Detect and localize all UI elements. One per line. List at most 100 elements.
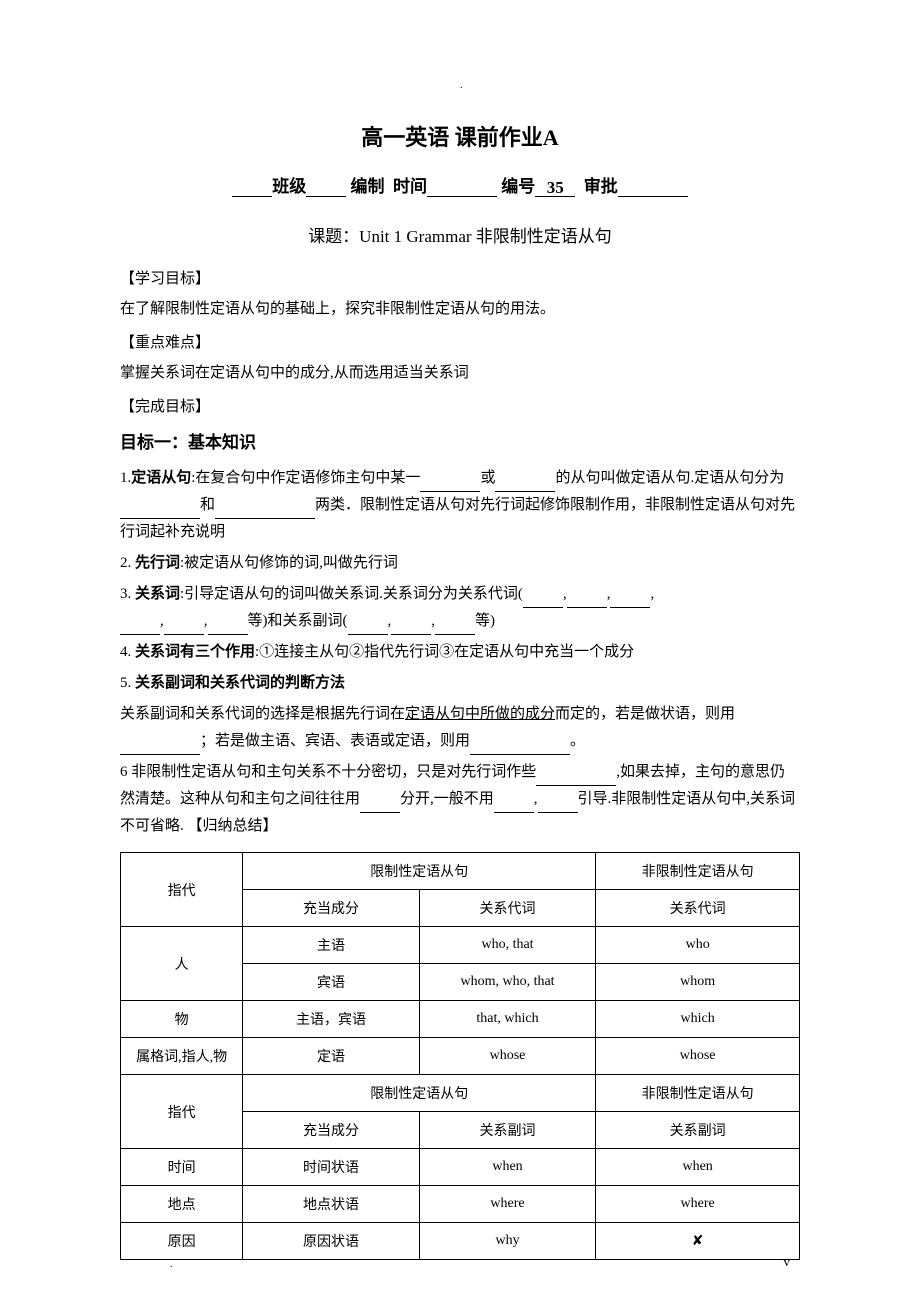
number-value: 35 [535,178,575,197]
goal-label: 【完成目标】 [120,395,800,416]
table-cell: 物 [121,1001,243,1038]
table-cell: 充当成分 [243,1112,420,1149]
table-cell: 关系副词 [419,1112,596,1149]
table-cell: 地点状语 [243,1186,420,1223]
table-row: 原因 原因状语 why ✘ [121,1223,800,1260]
header-dot: . [460,80,463,91]
p1-a: 1. [120,470,131,486]
table-cell: 关系代词 [419,890,596,927]
p3-e: 等) [475,613,495,629]
table-cell: 限制性定语从句 [243,1075,596,1112]
p3: 3. 关系词:引导定语从句的词叫做关系词.关系词分为关系代词(,,, ,,等)和… [120,581,800,635]
blank-3i [435,619,475,635]
table-cell: whom [596,964,800,1001]
p4-bold: 关系词有三个作用 [135,644,255,660]
blank-3g [348,619,388,635]
table-cell: whose [596,1038,800,1075]
p5-bold: 关系副词和关系代词的判断方法 [135,675,345,691]
page: . 高一英语 课前作业A 班级 编制 时间 编号 35 审批 课题：Unit 1 … [0,0,920,1302]
table-cell: 指代 [121,1075,243,1149]
table-row: 属格词,指人,物 定语 whose whose [121,1038,800,1075]
table-cell: where [596,1186,800,1223]
p5-l2b: 而定的，若是做状语，则用 [555,706,735,722]
class-label: 班级 [272,177,306,196]
p1: 1.定语从句:在复合句中作定语修饰主句中某一或的从句叫做定语从句.定语从句分为和… [120,465,800,546]
blank-1c [120,503,200,519]
table-cell: who [596,927,800,964]
blank-approve [618,178,688,197]
blank-time [427,178,497,197]
number-label: 编号 [501,177,535,196]
target1-heading: 目标一：基本知识 [120,428,800,453]
p2: 2. 先行词:被定语从句修饰的词,叫做先行词 [120,550,800,577]
table-cell: 时间状语 [243,1149,420,1186]
table-cell: 充当成分 [243,890,420,927]
p1-bold: 定语从句 [131,470,191,486]
blank-3d [120,619,160,635]
compile-label: 编制 [351,177,385,196]
blank-6b [360,797,400,813]
table-cell: 地点 [121,1186,243,1223]
table-cell: 主语 [243,927,420,964]
footer-dot: . [170,1259,173,1270]
blank-3b [567,592,607,608]
table-cell: 限制性定语从句 [243,853,596,890]
keypoint-label: 【重点难点】 [120,331,800,352]
table-cell: 非限制性定语从句 [596,1075,800,1112]
table-cell: why [419,1223,596,1260]
blank-6d [538,797,578,813]
p5-l2u: 定语从句中所做的成分 [405,706,555,722]
blank-class [306,178,346,197]
blank-1d [215,503,315,519]
p6: 6 非限制性定语从句和主句关系不十分密切，只是对先行词作些,如果去掉，主句的意思… [120,759,800,840]
topic-text: 课题：Unit 1 Grammar 非限制性定语从句 [308,227,612,246]
blank-3h [391,619,431,635]
approve-label: 审批 [584,177,618,196]
grammar-table: 指代 限制性定语从句 非限制性定语从句 充当成分 关系代词 关系代词 人 主语 … [120,852,800,1260]
table-cell: 指代 [121,853,243,927]
table-cell: 主语，宾语 [243,1001,420,1038]
table-cell: 非限制性定语从句 [596,853,800,890]
blank-1a [420,476,480,492]
table-cell: whose [419,1038,596,1075]
p1-c: 或 [480,470,495,486]
blank-3a [523,592,563,608]
table-cell: 关系代词 [596,890,800,927]
main-title: 高一英语 课前作业A [120,120,800,152]
p3-bold: 关系词 [135,586,180,602]
table-row: 物 主语，宾语 that, which which [121,1001,800,1038]
p5-l2d: 。 [570,733,585,749]
blank-5b [470,739,570,755]
p4-b: :①连接主从句②指代先行词③在定语从句中充当一个成分 [255,644,634,660]
p3-a: 3. [120,586,135,602]
table-cell: 宾语 [243,964,420,1001]
p5-line2: 关系副词和关系代词的选择是根据先行词在定语从句中所做的成分而定的，若是做状语，则… [120,701,800,755]
topic-line: 课题：Unit 1 Grammar 非限制性定语从句 [120,222,800,247]
table-cell: 人 [121,927,243,1001]
p5-a: 5. [120,675,135,691]
table-cell: 原因状语 [243,1223,420,1260]
p2-a: 2. [120,555,135,571]
table-row: 地点 地点状语 where where [121,1186,800,1223]
p4-a: 4. [120,644,135,660]
p1-d: 的从句叫做定语从句.定语从句分为 [555,470,784,486]
p4: 4. 关系词有三个作用:①连接主从句②指代先行词③在定语从句中充当一个成分 [120,639,800,666]
p5-l2c: ；若是做主语、宾语、表语或定语，则用 [200,733,470,749]
number-text: 35 [547,178,564,197]
table-row: 人 主语 who, that who [121,927,800,964]
table-row: 时间 时间状语 when when [121,1149,800,1186]
table-cell: ✘ [596,1223,800,1260]
meta-line: 班级 编制 时间 编号35 审批 [120,172,800,197]
table-cell: who, that [419,927,596,964]
p5-line1: 5. 关系副词和关系代词的判断方法 [120,670,800,697]
p2-bold: 先行词 [135,555,180,571]
table-cell: 时间 [121,1149,243,1186]
blank-1b [495,476,555,492]
blank-6a [536,770,616,786]
p3-b: :引导定语从句的词叫做关系词.关系词分为关系代词( [180,586,523,602]
table-cell: 属格词,指人,物 [121,1038,243,1075]
p1-e: 和 [200,497,215,513]
footer-v: v [784,1254,791,1270]
blank-5a [120,739,200,755]
p6-c: 分开,一般不用 [400,791,494,807]
